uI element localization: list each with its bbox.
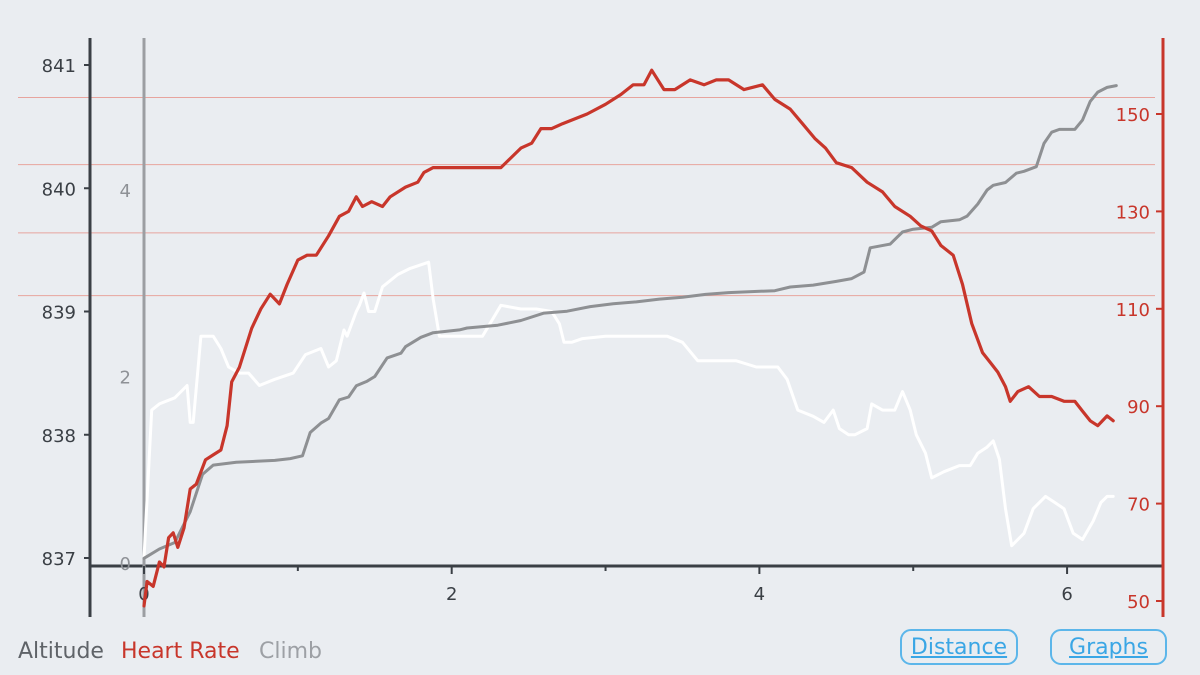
x-tick-label-3: 6 xyxy=(1061,584,1072,605)
heart-rate-tick-label-2: 90 xyxy=(1127,397,1150,418)
x-tick-label-1: 2 xyxy=(446,584,457,605)
distance-button[interactable]: Distance xyxy=(900,629,1018,665)
heart-rate-tick-label-4: 130 xyxy=(1116,202,1150,223)
altitude-tick-label-2: 839 xyxy=(42,303,76,324)
legend-heart-rate: Heart Rate xyxy=(121,639,240,664)
climb-tick-label-1: 2 xyxy=(120,368,131,389)
heart-rate-tick-label-1: 70 xyxy=(1127,495,1150,516)
x-tick-label-2: 4 xyxy=(754,584,765,605)
series-line-heart-rate xyxy=(142,68,1115,608)
heart-rate-tick-label-0: 50 xyxy=(1127,592,1150,613)
graphs-button[interactable]: Graphs xyxy=(1050,629,1167,665)
series-line-altitude xyxy=(142,260,1115,560)
series-line-climb xyxy=(142,84,1118,560)
climb-tick-label-0: 0 xyxy=(120,554,131,575)
altitude-tick-label-4: 841 xyxy=(42,56,76,77)
climb-tick-label-2: 4 xyxy=(120,181,131,202)
altitude-tick-label-3: 840 xyxy=(42,179,76,200)
legend-climb: Climb xyxy=(259,639,322,664)
heart-rate-tick-label-3: 110 xyxy=(1116,300,1150,321)
altitude-tick-label-0: 837 xyxy=(42,549,76,570)
legend-altitude: Altitude xyxy=(18,639,104,664)
altitude-tick-label-1: 838 xyxy=(42,426,76,447)
heart-rate-tick-label-5: 150 xyxy=(1116,105,1150,126)
